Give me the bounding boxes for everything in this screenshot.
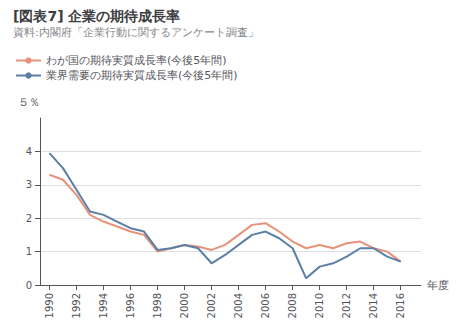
svg-text:2016: 2016 bbox=[395, 293, 406, 318]
svg-text:５％: ５％ bbox=[18, 96, 40, 109]
svg-text:3: 3 bbox=[26, 179, 32, 190]
svg-text:2010: 2010 bbox=[314, 293, 325, 318]
svg-text:2012: 2012 bbox=[341, 293, 352, 318]
svg-text:2006: 2006 bbox=[260, 293, 271, 318]
svg-text:2008: 2008 bbox=[287, 293, 298, 318]
svg-text:2014: 2014 bbox=[368, 293, 379, 318]
svg-text:1996: 1996 bbox=[125, 293, 136, 318]
svg-text:4: 4 bbox=[26, 146, 32, 157]
svg-text:2: 2 bbox=[26, 213, 32, 224]
svg-text:1990: 1990 bbox=[44, 293, 55, 318]
svg-text:業界需要の期待実質成長率(今後5年間): 業界需要の期待実質成長率(今後5年間) bbox=[46, 69, 238, 82]
svg-text:1998: 1998 bbox=[152, 293, 163, 318]
svg-text:年度: 年度 bbox=[427, 279, 449, 292]
svg-text:1994: 1994 bbox=[98, 293, 109, 318]
svg-text:2000: 2000 bbox=[179, 293, 190, 318]
svg-text:[図表7] 企業の期待成長率: [図表7] 企業の期待成長率 bbox=[13, 8, 180, 24]
svg-text:1: 1 bbox=[26, 246, 32, 257]
svg-text:資料:内閣府「企業行動に関するアンケート調査」: 資料:内閣府「企業行動に関するアンケート調査」 bbox=[13, 26, 259, 39]
svg-text:2002: 2002 bbox=[206, 293, 217, 318]
svg-text:わが国の期待実質成長率(今後5年間): わが国の期待実質成長率(今後5年間) bbox=[46, 54, 227, 67]
svg-text:0: 0 bbox=[26, 280, 32, 291]
svg-text:2004: 2004 bbox=[233, 293, 244, 318]
svg-text:1992: 1992 bbox=[71, 293, 82, 318]
